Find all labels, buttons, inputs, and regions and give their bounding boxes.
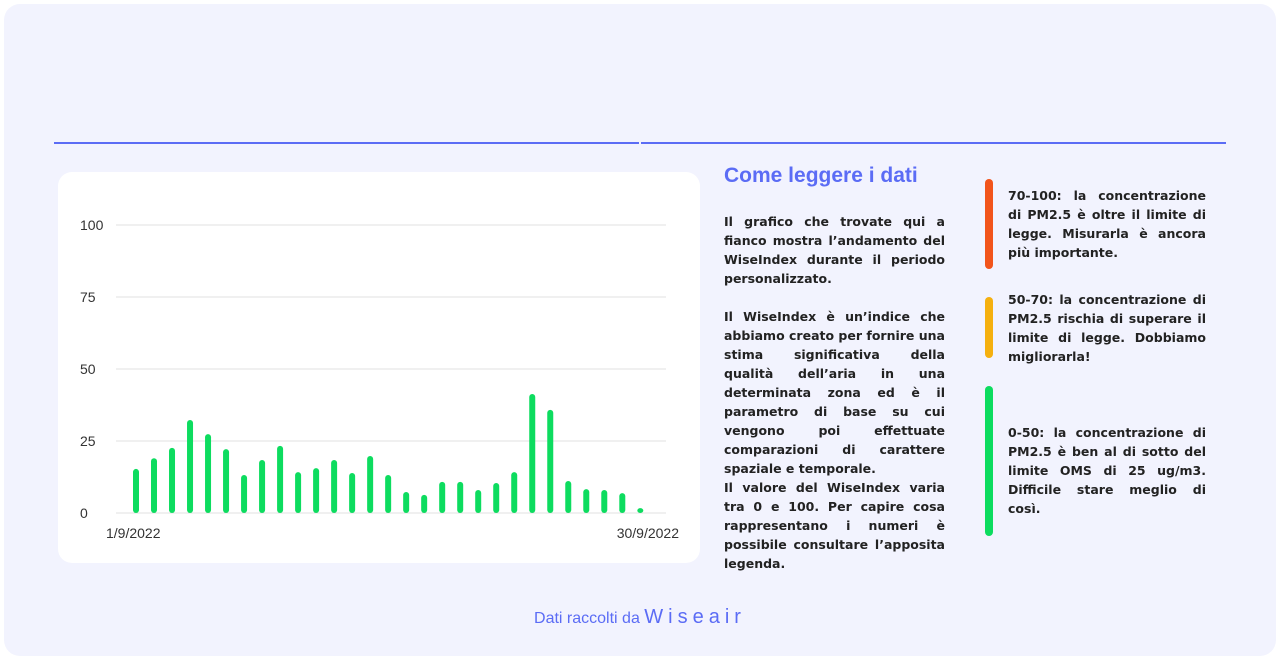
bar: [133, 468, 139, 513]
info-paragraph-3: Il valore del WiseIndex varia tra 0 e 10…: [724, 480, 945, 571]
x-tick-label: 1/9/2022: [106, 525, 161, 541]
bar: [331, 460, 338, 513]
bar: [457, 481, 464, 513]
legend-text-high: 70-100: la concentrazione di PM2.5 è olt…: [1008, 188, 1206, 260]
bar: [187, 419, 194, 513]
bar: [493, 483, 500, 513]
bar: [529, 394, 536, 513]
info-paragraph-2: Il WiseIndex è un’indice che abbiamo cre…: [724, 309, 945, 476]
legend-text-medium: 50-70: la concentrazione di PM2.5 rischi…: [1008, 292, 1206, 364]
y-tick-label: 50: [80, 361, 96, 377]
y-tick-label: 25: [80, 433, 96, 449]
x-tick-label: 30/9/2022: [617, 525, 679, 541]
legend-color-bar-medium: [985, 297, 993, 358]
bar: [547, 409, 554, 513]
bar: [205, 434, 212, 513]
y-tick-label: 100: [80, 217, 104, 233]
bar: [277, 445, 284, 513]
divider-right: [641, 142, 1226, 144]
footer-prefix: Dati raccolti da: [534, 610, 640, 627]
divider-left: [54, 142, 639, 144]
y-tick-label: 75: [80, 289, 96, 305]
bar: [385, 474, 392, 513]
bar: [223, 449, 230, 513]
brand-logo: Wiseair: [644, 606, 746, 628]
bar: [403, 491, 410, 513]
bar: [367, 455, 374, 513]
bar: [637, 508, 644, 513]
bar: [565, 481, 572, 513]
bar: [349, 472, 356, 513]
bar: [241, 474, 248, 513]
y-tick-label: 0: [80, 505, 88, 521]
bar: [583, 489, 590, 513]
bar: [511, 472, 518, 513]
info-paragraph-1: Il grafico che trovate qui a fianco most…: [724, 214, 945, 286]
bar: [169, 447, 176, 513]
bar: [439, 481, 446, 513]
bar: [619, 493, 626, 513]
chart-card: 0 25 50 75 100 1/9/2022 30/9/2022: [58, 172, 700, 563]
bar: [151, 458, 158, 513]
footer: Dati raccolti da Wiseair: [0, 606, 1280, 629]
legend-text-low: 0-50: la concentrazione di PM2.5 è ben a…: [1008, 425, 1206, 516]
bar: [259, 460, 266, 513]
bar: [295, 472, 302, 513]
legend-color-bar-high: [985, 179, 993, 269]
bar: [601, 489, 608, 513]
bar: [313, 468, 320, 513]
wiseindex-bar-chart: 0 25 50 75 100 1/9/2022 30/9/2022: [80, 217, 679, 541]
bar: [475, 489, 482, 513]
info-title: Come leggere i dati: [724, 164, 918, 187]
bar: [421, 494, 428, 513]
legend-color-bar-low: [985, 386, 993, 536]
